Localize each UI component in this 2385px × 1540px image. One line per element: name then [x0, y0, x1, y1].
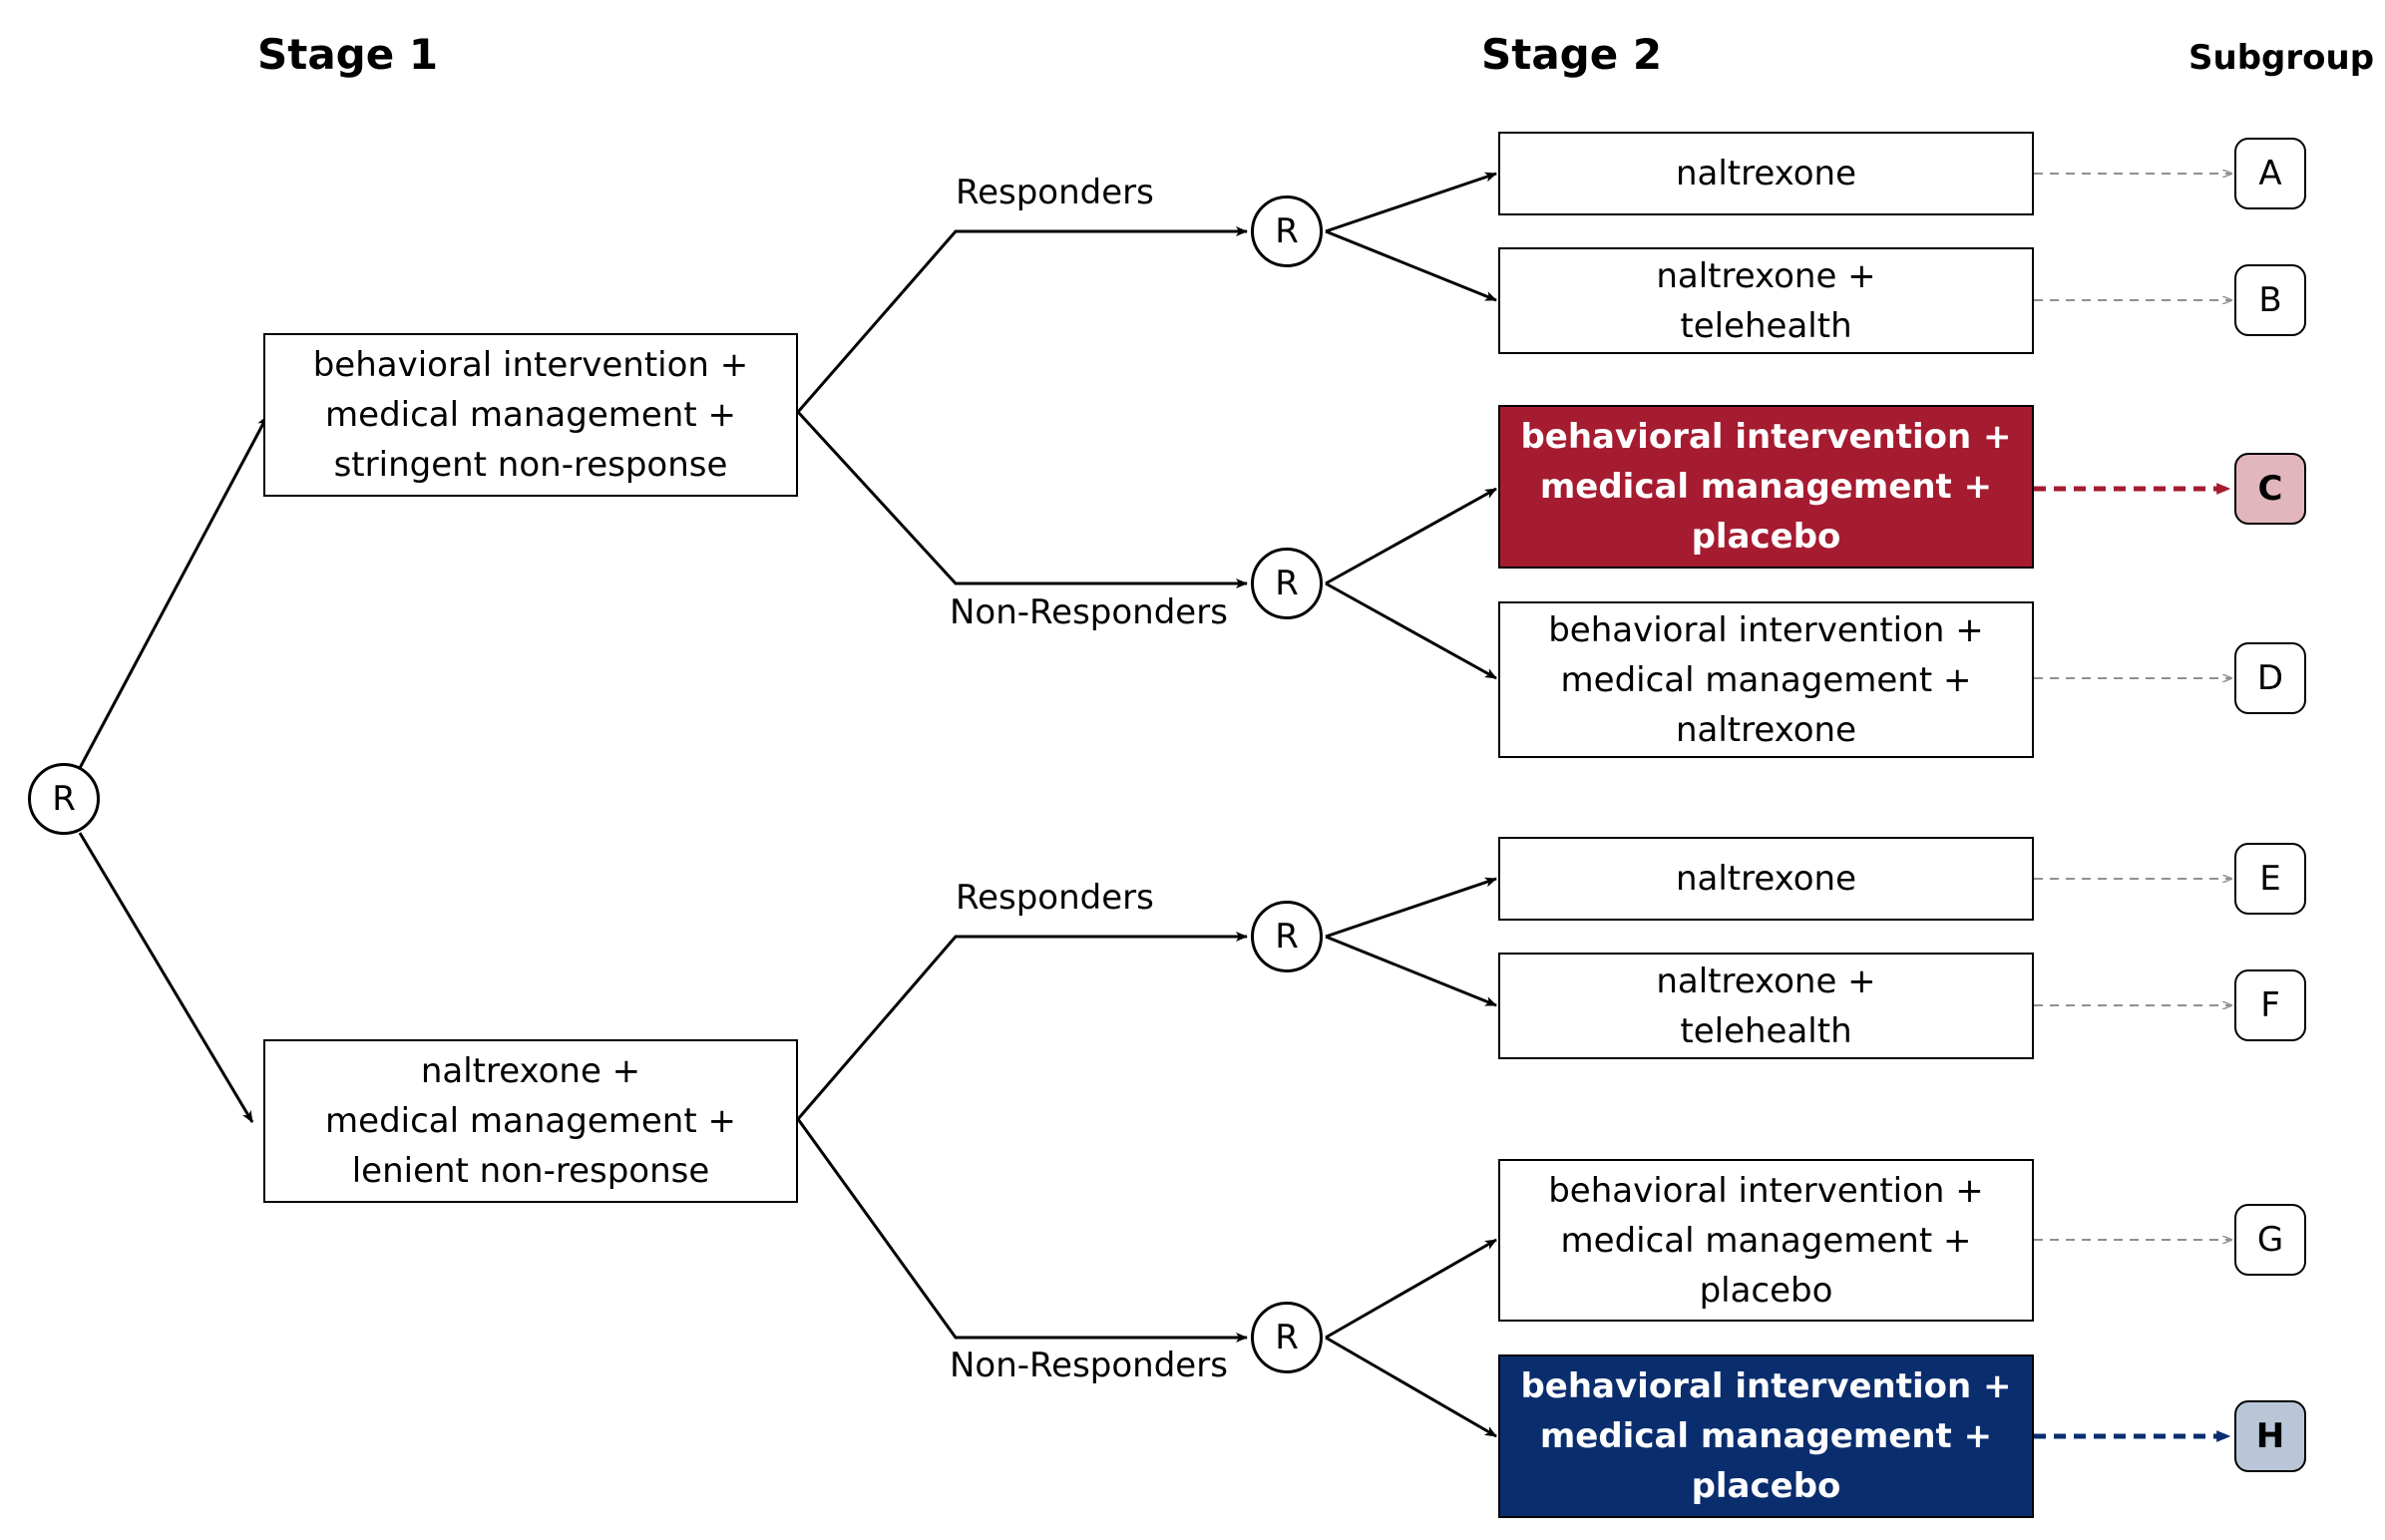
arm-line: behavioral intervention + — [1548, 1170, 1984, 1211]
subgroup-h: H — [2234, 1400, 2306, 1472]
label-arm2-responders: Responders — [956, 878, 1154, 918]
arm-line: behavioral intervention + — [1520, 417, 2012, 457]
arrow-root-to-arm2 — [78, 832, 254, 1123]
arrow-r3-to-e — [1325, 877, 1497, 939]
subgroup-f: F — [2234, 969, 2306, 1041]
stage1-header: Stage 1 — [257, 30, 439, 79]
arm-line: telehealth — [1680, 1010, 1852, 1051]
randomization-node-arm2-responders: R — [1251, 901, 1323, 972]
stage2-arm-a: naltrexone — [1498, 132, 2034, 215]
subgroup-a: A — [2234, 138, 2306, 209]
arm-line: medical management + — [1560, 1220, 1972, 1261]
arrow-r2-to-c — [1325, 487, 1497, 585]
subgroup-header: Subgroup — [2188, 38, 2375, 78]
label-arm2-nonresponders: Non-Responders — [950, 1346, 1228, 1385]
stage2-header: Stage 2 — [1481, 30, 1663, 79]
arm-line: naltrexone + — [1656, 961, 1876, 1001]
stage2-arm-g: behavioral intervention + medical manage… — [1498, 1159, 2034, 1322]
arm-line: medical management + — [1560, 659, 1972, 700]
arm-line: naltrexone + — [420, 1051, 641, 1091]
stage2-arm-h: behavioral intervention + medical manage… — [1498, 1354, 2034, 1518]
arrow-arm2-nonresponders — [796, 1118, 1248, 1343]
arrow-r3-to-f — [1325, 935, 1497, 1007]
label-arm1-responders: Responders — [956, 173, 1154, 212]
arrow-r1-to-b — [1325, 229, 1497, 302]
arm-line: placebo — [1691, 1466, 1841, 1506]
arm-line: behavioral intervention + — [1520, 1366, 2012, 1406]
arm-line: medical management + — [325, 395, 736, 435]
stage2-arm-c: behavioral intervention + medical manage… — [1498, 405, 2034, 569]
arrow-arm2-responders — [796, 932, 1248, 1120]
stage2-arm-d: behavioral intervention + medical manage… — [1498, 601, 2034, 758]
arm-line: naltrexone — [1675, 154, 1857, 193]
arrow-r4-to-g — [1325, 1238, 1497, 1340]
arrow-arm1-nonresponders — [796, 410, 1248, 588]
subgroup-c: C — [2234, 453, 2306, 525]
arrow-root-to-arm1 — [78, 415, 269, 769]
stage2-arm-f: naltrexone + telehealth — [1498, 953, 2034, 1059]
arm-line: naltrexone — [1675, 709, 1857, 750]
arm-line: medical management + — [1539, 467, 1993, 507]
arrow-r4-to-h — [1325, 1336, 1497, 1438]
randomization-node-root: R — [28, 763, 100, 835]
arm-line: naltrexone — [1675, 859, 1857, 899]
arm-line: placebo — [1691, 517, 1841, 557]
label-arm1-nonresponders: Non-Responders — [950, 592, 1228, 632]
arm-line: placebo — [1699, 1270, 1833, 1311]
stage2-arm-e: naltrexone — [1498, 837, 2034, 921]
arm-line: medical management + — [1539, 1416, 1993, 1456]
randomization-node-arm1-nonresponders: R — [1251, 548, 1323, 619]
stage2-arm-b: naltrexone + telehealth — [1498, 247, 2034, 354]
arm-line: behavioral intervention + — [312, 345, 749, 385]
arrow-arm1-responders — [796, 226, 1248, 413]
stage1-arm-1: behavioral intervention + medical manage… — [263, 333, 798, 497]
randomization-node-arm2-nonresponders: R — [1251, 1302, 1323, 1373]
arm-line: medical management + — [325, 1101, 736, 1141]
stage1-arm-2: naltrexone + medical management + lenien… — [263, 1039, 798, 1203]
arrow-r1-to-a — [1325, 172, 1497, 233]
arm-line: telehealth — [1680, 305, 1852, 346]
subgroup-d: D — [2234, 642, 2306, 714]
arm-line: lenient non-response — [351, 1151, 710, 1191]
arm-line: stringent non-response — [333, 445, 728, 485]
randomization-node-arm1-responders: R — [1251, 195, 1323, 267]
subgroup-e: E — [2234, 843, 2306, 915]
arrow-r2-to-d — [1325, 581, 1497, 680]
subgroup-b: B — [2234, 264, 2306, 336]
arm-line: naltrexone + — [1656, 255, 1876, 296]
subgroup-g: G — [2234, 1204, 2306, 1276]
arm-line: behavioral intervention + — [1548, 609, 1984, 650]
